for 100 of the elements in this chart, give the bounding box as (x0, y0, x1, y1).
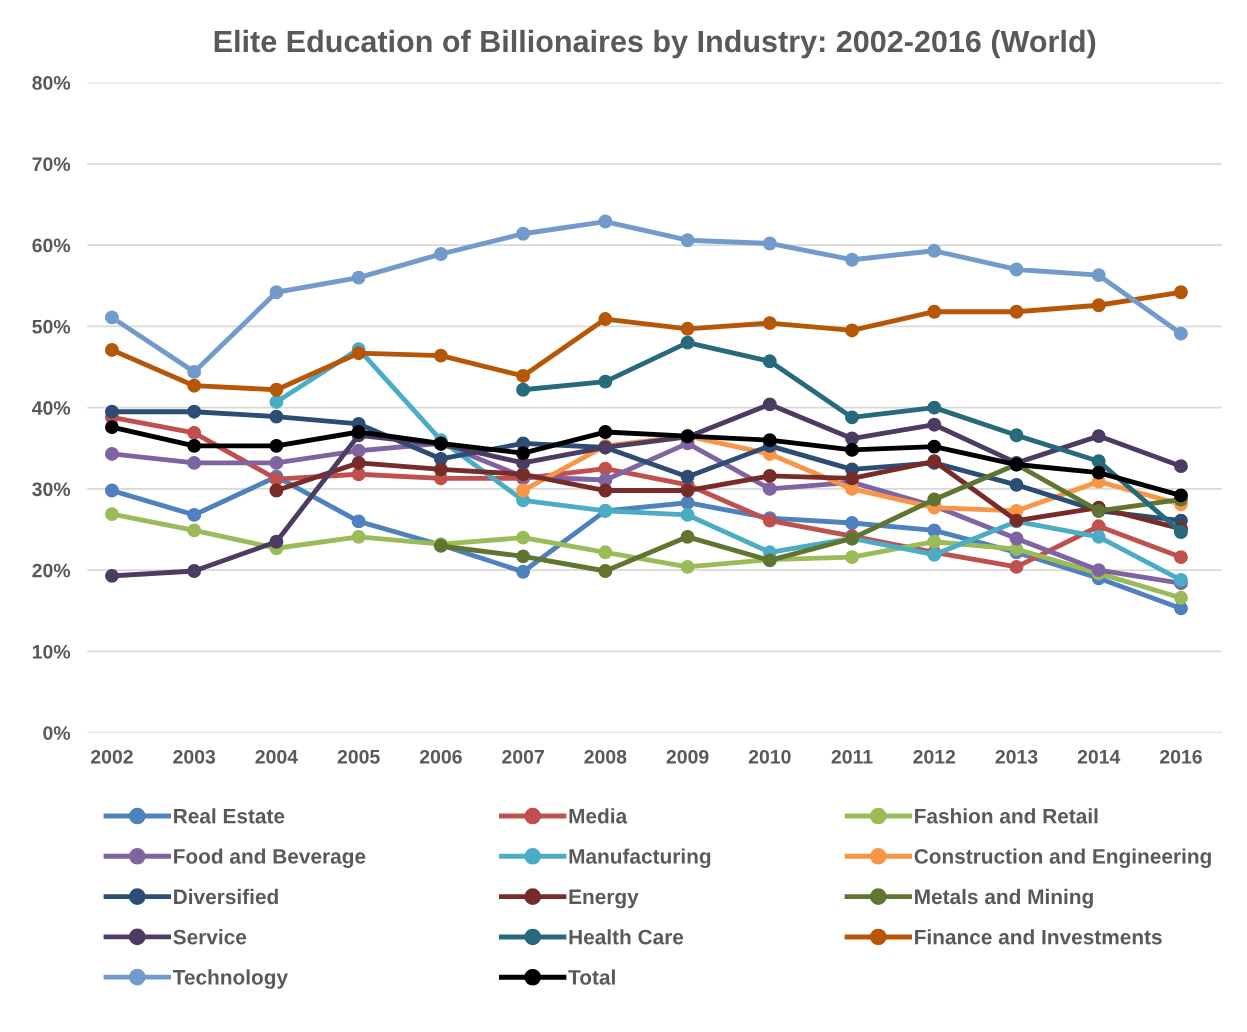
chart-title: Elite Education of Billionaires by Industry: 2002-2016 (World) (214, 29, 1096, 59)
x-tick-label: 2011 (831, 749, 873, 764)
point (516, 530, 531, 545)
point (269, 438, 284, 453)
point (351, 467, 366, 482)
legend-label: Metals and Mining (915, 888, 1093, 909)
point (762, 236, 777, 251)
legend-label: Media (569, 808, 628, 824)
point (187, 425, 202, 440)
point (187, 404, 202, 419)
point (845, 471, 859, 486)
point (1174, 459, 1188, 474)
point (1174, 525, 1188, 539)
point (845, 410, 859, 425)
point (680, 321, 695, 336)
point (516, 382, 531, 397)
point (1091, 454, 1106, 469)
y-tick-label: 20% (32, 563, 71, 578)
point (845, 323, 859, 338)
point (598, 483, 613, 498)
point (351, 514, 366, 529)
point (269, 483, 284, 498)
point (269, 534, 284, 549)
point (927, 523, 942, 538)
point (351, 425, 366, 439)
point (762, 468, 777, 483)
point (105, 447, 119, 461)
point (845, 442, 859, 457)
point (351, 529, 366, 544)
x-tick-label: 2007 (502, 749, 544, 764)
point (762, 397, 777, 412)
point (187, 507, 202, 522)
point (762, 481, 777, 496)
legend-label: Energy (569, 889, 639, 909)
point (680, 483, 695, 498)
point (433, 348, 448, 363)
point (516, 446, 531, 461)
point (598, 545, 613, 560)
point (105, 568, 119, 583)
legend-label: Construction and Engineering (914, 848, 1211, 868)
legend-label: Service (173, 929, 247, 945)
point (351, 455, 366, 470)
point (269, 395, 284, 409)
point (845, 516, 859, 530)
point (598, 312, 613, 327)
point (1174, 590, 1188, 605)
point (105, 310, 119, 325)
y-tick-label: 30% (32, 482, 71, 497)
legend-label: Real Estate (174, 808, 285, 824)
point (1091, 429, 1106, 444)
y-tick-label: 80% (32, 76, 71, 90)
point (1009, 477, 1024, 492)
legend-label: Manufacturing (569, 848, 711, 868)
point (105, 342, 119, 357)
point (269, 285, 284, 300)
point (845, 252, 859, 267)
point (516, 564, 531, 579)
point (187, 438, 202, 453)
point (1009, 531, 1024, 546)
point (1009, 559, 1024, 574)
point (105, 420, 119, 435)
x-tick-label: 2010 (748, 749, 791, 764)
x-tick-label: 2016 (1159, 749, 1202, 764)
point (762, 316, 777, 331)
point (927, 243, 942, 258)
point (927, 417, 942, 432)
point (927, 304, 942, 319)
point (187, 455, 202, 470)
point (187, 378, 202, 393)
point (1091, 268, 1106, 283)
point (1009, 428, 1024, 443)
point (516, 368, 531, 383)
point (105, 404, 119, 419)
point (269, 382, 284, 397)
x-tick-label: 2008 (584, 749, 627, 764)
point (927, 534, 942, 549)
y-tick-label: 40% (32, 401, 71, 415)
x-tick-label: 2005 (337, 749, 380, 764)
point (351, 346, 366, 361)
point (598, 425, 613, 439)
point (680, 559, 695, 574)
y-tick-label: 60% (32, 238, 71, 253)
point (598, 374, 613, 389)
point (1174, 326, 1188, 341)
point (845, 431, 859, 446)
y-tick-label: 70% (32, 157, 71, 172)
point (927, 439, 942, 454)
point (927, 492, 942, 507)
point (680, 233, 695, 248)
x-tick-label: 2006 (419, 749, 462, 764)
point (598, 214, 613, 229)
point (1174, 550, 1188, 565)
point (269, 409, 284, 424)
point (105, 507, 119, 522)
point (762, 433, 777, 448)
point (1091, 298, 1106, 313)
point (680, 529, 695, 544)
point (1009, 262, 1024, 277)
y-tick-label: 50% (32, 319, 71, 334)
point (187, 564, 202, 578)
